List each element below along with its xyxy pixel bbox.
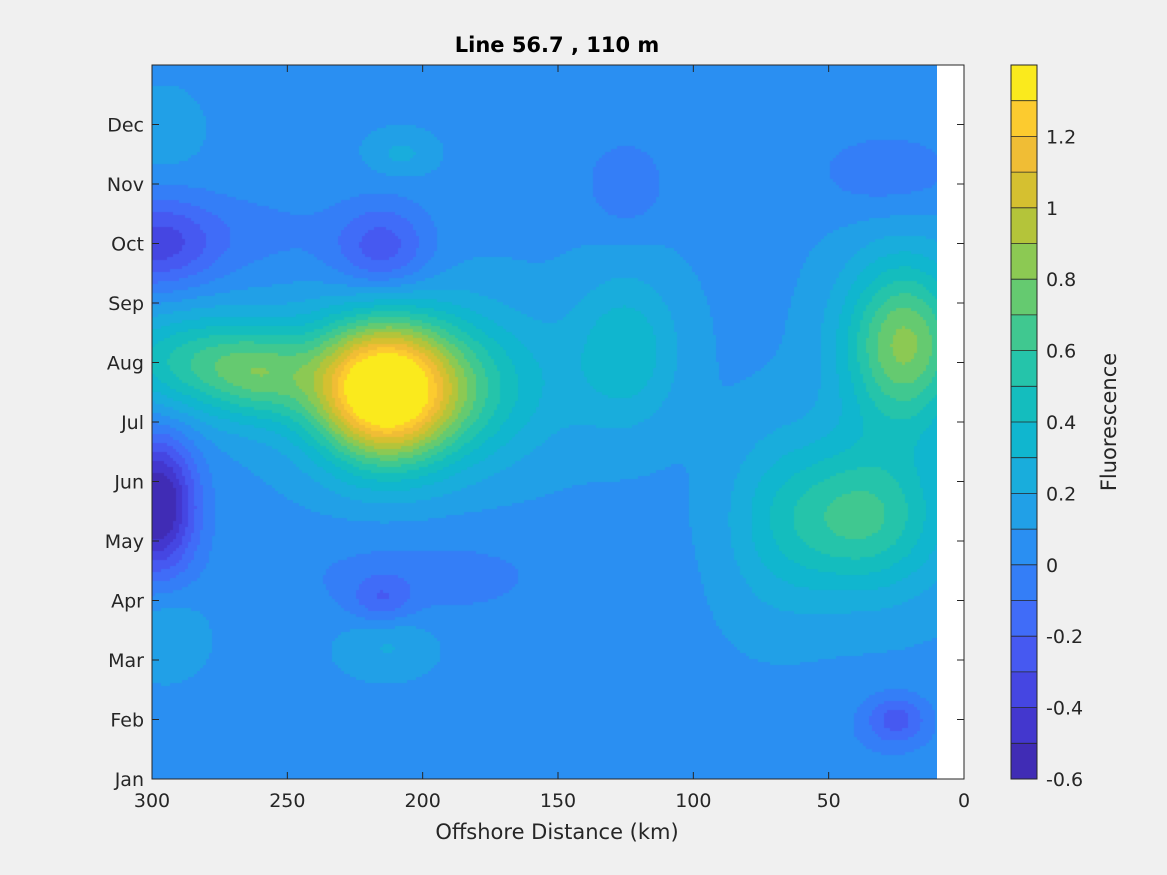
colorbar-level — [1011, 386, 1037, 422]
colorbar-level — [1011, 136, 1037, 173]
x-tick-label: 200 — [405, 790, 441, 812]
colorbar-level — [1011, 243, 1037, 280]
colorbar-level — [1011, 314, 1037, 351]
colorbar-tick-label: 1.2 — [1046, 126, 1076, 148]
colorbar-tick-label: -0.2 — [1046, 626, 1083, 648]
y-tick-label: Aug — [107, 353, 144, 375]
colorbar-level — [1011, 350, 1037, 387]
colorbar-level — [1011, 529, 1037, 565]
y-tick-label: Mar — [108, 650, 144, 672]
x-ticks: 300 250 200 150 100 50 0 — [134, 65, 970, 812]
y-tick-label: Oct — [111, 234, 144, 256]
colorbar-level — [1011, 671, 1037, 708]
colorbar-tick-label: -0.4 — [1046, 698, 1083, 720]
x-tick-label: 0 — [958, 790, 970, 812]
y-ticks: Jan Feb Mar Apr May Jun Jul Aug Sep Oct Nov Dec — [105, 115, 964, 791]
colorbar-level — [1011, 564, 1037, 601]
colorbar-level — [1011, 636, 1037, 672]
x-tick-label: 300 — [134, 790, 170, 812]
y-tick-label: Nov — [107, 174, 144, 196]
y-tick-label: Feb — [110, 710, 144, 732]
colorbar-ticks: 1.2 1 0.8 0.6 0.4 0.2 0 -0.2 -0.4 -0.6 — [1046, 126, 1083, 791]
colorbar-tick-label: 1 — [1046, 198, 1058, 220]
x-tick-label: 150 — [540, 790, 576, 812]
y-tick-label: Jun — [113, 472, 144, 494]
colorbar-frame — [1010, 64, 1038, 780]
colorbar-tick-label: -0.6 — [1046, 769, 1083, 791]
y-tick-label: May — [105, 531, 144, 553]
colorbar-level — [1011, 707, 1037, 744]
chart-title: Line 56.7 , 110 m — [455, 33, 660, 57]
colorbar-tick-label: 0.8 — [1046, 269, 1076, 291]
y-tick-label: Dec — [107, 115, 144, 137]
colorbar-level — [1011, 422, 1037, 458]
colorbar-level — [1011, 457, 1037, 494]
heatmap-layer — [152, 65, 937, 779]
x-axis-label: Offshore Distance (km) — [435, 820, 678, 844]
colorbar-level — [1011, 172, 1037, 208]
colorbar-level — [1011, 279, 1037, 315]
heatmap-field — [152, 65, 937, 779]
y-tick-label: Sep — [108, 293, 144, 315]
y-tick-label: Apr — [111, 591, 144, 613]
x-tick-label: 100 — [675, 790, 711, 812]
colorbar-level — [1011, 493, 1037, 530]
colorbar-level — [1011, 743, 1037, 779]
y-tick-label: Jul — [120, 412, 144, 434]
colorbar-tick-label: 0.6 — [1046, 341, 1076, 363]
colorbar-tick-label: 0 — [1046, 555, 1058, 577]
colorbar-level — [1011, 207, 1037, 244]
colorbar-level — [1011, 600, 1037, 637]
plot-area: 300 250 200 150 100 50 0 Jan Feb Mar Apr May Jun Jul… — [105, 64, 970, 812]
x-tick-label: 50 — [817, 790, 841, 812]
y-tick-label: Jan — [114, 769, 144, 791]
colorbar-label: Fluorescence — [1097, 353, 1121, 491]
colorbar-level — [1011, 65, 1037, 101]
colorbar-tick-label: 0.2 — [1046, 483, 1076, 505]
colorbar: 1.2 1 0.8 0.6 0.4 0.2 0 -0.2 -0.4 -0.6 Fluorescen… — [1010, 64, 1121, 791]
colorbar-level — [1011, 100, 1037, 137]
colorbar-tick-label: 0.4 — [1046, 412, 1076, 434]
colorbar-levels — [1011, 65, 1037, 780]
x-tick-label: 250 — [269, 790, 305, 812]
